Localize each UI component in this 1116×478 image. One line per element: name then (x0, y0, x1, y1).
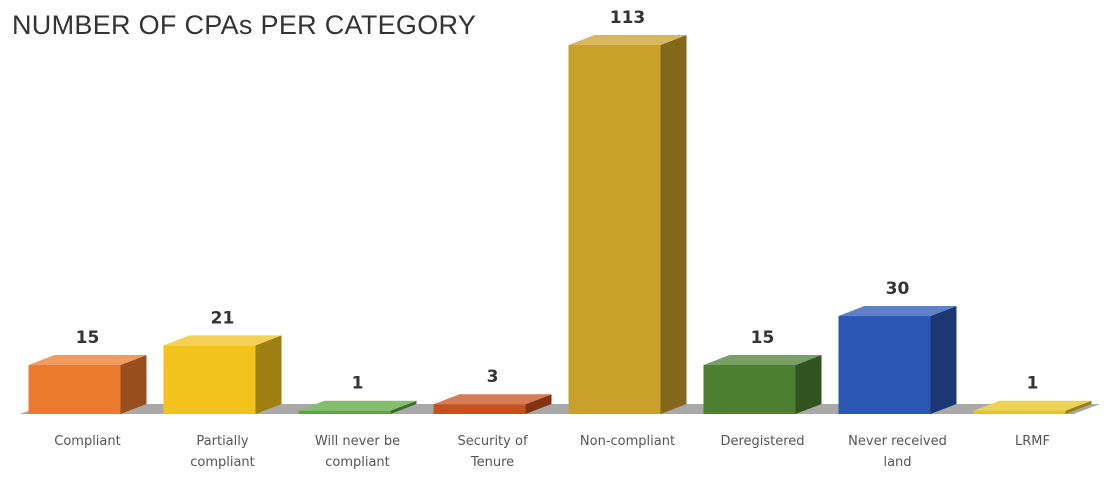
bar (298, 400, 417, 414)
bar-side (795, 355, 822, 414)
bar-top (703, 355, 822, 366)
bar-top (28, 355, 147, 366)
chart-floor (20, 404, 1100, 414)
bar-front (433, 404, 526, 414)
data-label: 21 (211, 308, 235, 328)
bar-side (390, 400, 417, 414)
bar-side (930, 306, 957, 414)
data-label: 3 (487, 367, 499, 387)
bar (163, 335, 282, 414)
data-label: 15 (76, 328, 100, 348)
category-label: Will never be compliant (315, 434, 400, 470)
bar (28, 355, 147, 414)
data-label: 1 (352, 374, 364, 394)
bars (28, 35, 1092, 414)
bar-side (525, 394, 552, 414)
chart-title: NUMBER OF CPAs PER CATEGORY (12, 10, 477, 40)
bar-top (973, 400, 1092, 411)
bar-front (298, 410, 391, 414)
data-label: 15 (751, 328, 775, 348)
category-label: Partially compliant (190, 434, 255, 470)
bar-front (838, 316, 931, 414)
bar-top (568, 35, 687, 45)
bar-front (973, 410, 1066, 414)
chart-floor-plane (20, 404, 1100, 414)
category-label: LRMF (1015, 434, 1050, 449)
bar-top (433, 394, 552, 405)
data-label: 1 (1027, 374, 1039, 394)
category-label: Security of Tenure (457, 434, 527, 470)
bar-top (298, 400, 417, 411)
bar-side (660, 35, 687, 414)
bar (838, 306, 957, 414)
bar-side (255, 335, 282, 414)
bar (973, 400, 1092, 414)
category-label: Never received land (848, 434, 947, 470)
bar (568, 35, 687, 414)
bar-top (163, 335, 282, 346)
category-label: Compliant (54, 434, 120, 449)
category-label: Deregistered (720, 434, 804, 449)
bar-top (838, 306, 957, 317)
bar (433, 394, 552, 414)
data-label: 30 (886, 279, 910, 299)
bar-side (120, 355, 147, 414)
bar-front (28, 365, 121, 414)
category-label: Non-compliant (580, 434, 675, 449)
labels: 15 Compliant 21 Partially compliant 1 Will nev… (54, 8, 1050, 470)
bar-front (163, 345, 256, 414)
bar-side (1065, 400, 1092, 414)
bar (703, 355, 822, 414)
bar-front (703, 365, 796, 414)
bar-front (568, 45, 661, 414)
data-label: 113 (610, 8, 646, 28)
